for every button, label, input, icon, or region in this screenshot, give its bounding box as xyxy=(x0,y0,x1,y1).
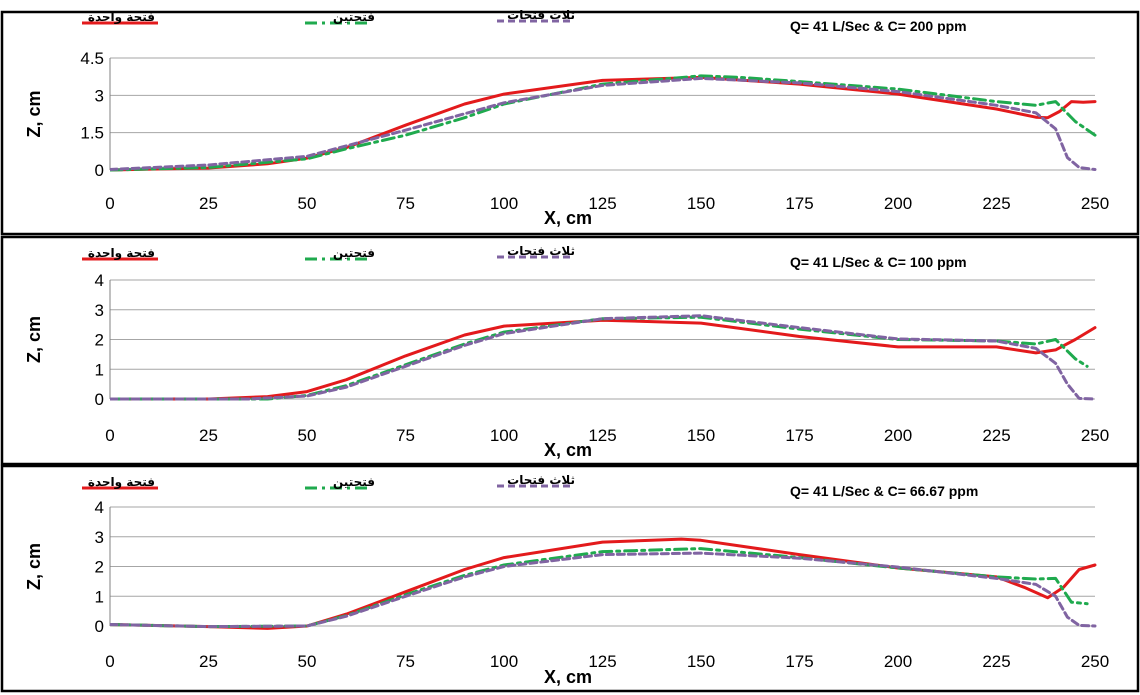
x-tick-label: 125 xyxy=(588,426,616,445)
legend-label-1: فتحة واحدة xyxy=(88,246,155,261)
x-tick-label: 250 xyxy=(1081,194,1109,213)
x-tick-label: 75 xyxy=(396,194,415,213)
x-tick-label: 175 xyxy=(785,652,813,671)
y-axis-title: Z, cm xyxy=(24,316,44,363)
x-tick-label: 175 xyxy=(785,194,813,213)
y-tick-label: 4.5 xyxy=(80,49,104,68)
x-tick-label: 100 xyxy=(490,426,518,445)
x-tick-label: 50 xyxy=(298,652,317,671)
x-tick-label: 200 xyxy=(884,652,912,671)
x-tick-label: 200 xyxy=(884,194,912,213)
x-tick-label: 150 xyxy=(687,194,715,213)
x-tick-label: 50 xyxy=(298,194,317,213)
x-tick-label: 0 xyxy=(105,194,114,213)
y-tick-label: 3 xyxy=(95,528,104,547)
chart-title: Q= 41 L/Sec & C= 200 ppm xyxy=(790,18,967,34)
x-tick-label: 25 xyxy=(199,426,218,445)
x-axis-title: X, cm xyxy=(544,208,592,228)
y-tick-label: 1 xyxy=(95,360,104,379)
y-tick-label: 1.5 xyxy=(80,124,104,143)
y-tick-label: 0 xyxy=(95,161,104,180)
legend-label-3: ثلاث فتحات xyxy=(507,473,575,487)
x-axis-title: X, cm xyxy=(544,667,592,687)
series-line-3 xyxy=(110,314,1097,401)
x-tick-label: 25 xyxy=(199,652,218,671)
x-tick-label: 0 xyxy=(105,652,114,671)
y-tick-label: 4 xyxy=(95,271,104,290)
series-line-1 xyxy=(110,318,1097,401)
legend-label-1: فتحة واحدة xyxy=(88,475,155,490)
x-tick-label: 225 xyxy=(982,194,1010,213)
chart-border xyxy=(0,464,1140,693)
chart-panel-3: 0 1 2 3 4 0 25 50 75 100 125 150 175 200 225 250 X, cm Z,… xyxy=(0,464,1140,693)
y-tick-label: 3 xyxy=(95,86,104,105)
x-tick-label: 0 xyxy=(105,426,114,445)
legend-label-2: فتحتين xyxy=(333,246,375,260)
series-line-1 xyxy=(110,75,1097,172)
y-tick-label: 2 xyxy=(95,331,104,350)
chart-border xyxy=(0,10,1140,236)
legend-label-3: ثلاث فتحات xyxy=(507,244,575,258)
y-axis-title: Z, cm xyxy=(24,90,44,137)
series-line-2 xyxy=(110,74,1097,172)
x-tick-label: 150 xyxy=(687,426,715,445)
y-tick-label: 1 xyxy=(95,587,104,606)
x-tick-label: 125 xyxy=(588,652,616,671)
x-tick-label: 175 xyxy=(785,426,813,445)
chart-panel-1: 0 1.5 3 4.5 0 25 50 75 100 125 150 175 200 225 250 X, c… xyxy=(0,8,1140,236)
series-line-2 xyxy=(110,547,1089,629)
x-tick-label: 225 xyxy=(982,652,1010,671)
x-tick-label: 100 xyxy=(490,652,518,671)
x-tick-label: 50 xyxy=(298,426,317,445)
series-line-3 xyxy=(110,76,1097,171)
x-tick-label: 250 xyxy=(1081,426,1109,445)
chart-panel-2: 0 1 2 3 4 0 25 50 75 100 125 150 175 200 225 250 X, cm Z,… xyxy=(0,235,1140,466)
legend-label-2: فتحتين xyxy=(333,10,375,24)
x-tick-label: 200 xyxy=(884,426,912,445)
x-axis-title: X, cm xyxy=(544,440,592,460)
x-tick-label: 25 xyxy=(199,194,218,213)
x-tick-label: 75 xyxy=(396,426,415,445)
x-tick-label: 125 xyxy=(588,194,616,213)
series-line-2 xyxy=(110,315,1089,401)
series-line-3 xyxy=(110,551,1097,629)
y-tick-label: 0 xyxy=(95,617,104,636)
y-tick-label: 4 xyxy=(95,498,104,517)
chart-title: Q= 41 L/Sec & C= 100 ppm xyxy=(790,254,967,270)
chart-border xyxy=(0,235,1140,466)
x-tick-label: 250 xyxy=(1081,652,1109,671)
x-tick-label: 150 xyxy=(687,652,715,671)
legend-label-2: فتحتين xyxy=(333,475,375,489)
chart-title: Q= 41 L/Sec & C= 66.67 ppm xyxy=(790,483,978,499)
legend-label-1: فتحة واحدة xyxy=(88,10,155,25)
legend-label-3: ثلاث فتحات xyxy=(507,8,575,22)
x-tick-label: 100 xyxy=(490,194,518,213)
y-tick-label: 0 xyxy=(95,390,104,409)
x-tick-label: 225 xyxy=(982,426,1010,445)
y-axis-title: Z, cm xyxy=(24,543,44,590)
y-tick-label: 2 xyxy=(95,558,104,577)
x-tick-label: 75 xyxy=(396,652,415,671)
y-tick-label: 3 xyxy=(95,301,104,320)
